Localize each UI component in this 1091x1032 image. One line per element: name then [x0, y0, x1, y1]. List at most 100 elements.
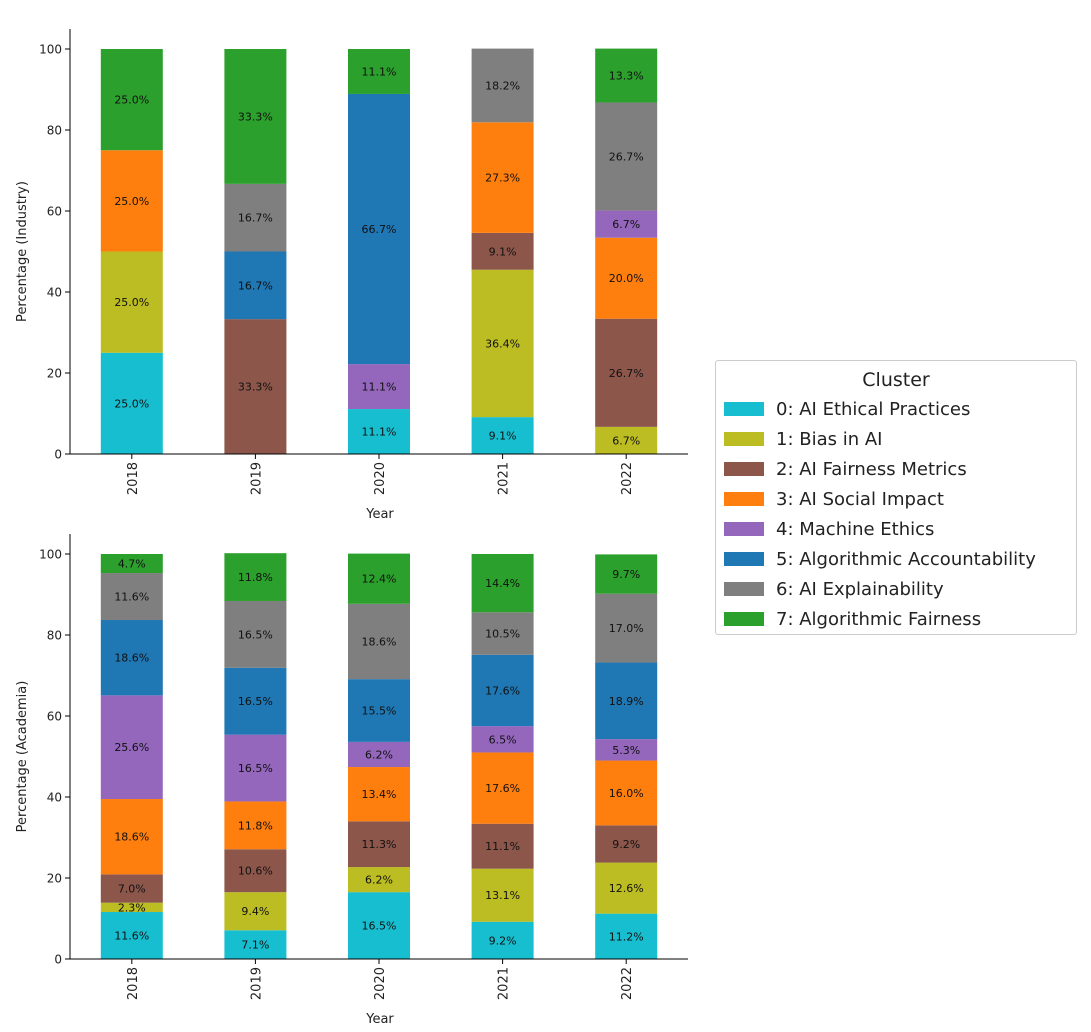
data-label: 17.6%	[485, 782, 520, 795]
bar-segment	[595, 554, 658, 594]
bar-segment	[348, 821, 410, 868]
legend-label: 3: AI Social Impact	[776, 488, 944, 510]
x-tick-label: 2018	[126, 967, 141, 1000]
bar-segment	[100, 799, 163, 875]
x-tick-label: 2022	[620, 462, 635, 495]
bar-segment	[100, 902, 163, 913]
bar-segment	[224, 849, 287, 893]
legend-label: 0: AI Ethical Practices	[776, 398, 971, 420]
x-tick-label: 2019	[249, 462, 264, 495]
bar-segment	[471, 921, 534, 959]
bar-segment	[100, 912, 163, 959]
bar-segment	[471, 417, 534, 454]
y-tick-label: 100	[39, 43, 62, 57]
bar-segment	[100, 251, 163, 353]
data-label: 25.0%	[114, 296, 149, 309]
data-label: 16.0%	[609, 787, 644, 800]
bar-segment	[595, 662, 658, 740]
legend-swatch	[724, 522, 764, 536]
x-tick-label: 2020	[373, 967, 388, 1000]
data-label: 2.3%	[118, 901, 146, 914]
x-tick-label: 2021	[497, 462, 512, 495]
legend-item: 6: AI Explainability	[724, 577, 944, 601]
data-label: 17.0%	[609, 622, 644, 635]
bar-segment	[471, 232, 534, 270]
data-label: 25.0%	[114, 195, 149, 208]
bar-segment	[224, 734, 287, 802]
legend-label: 5: Algorithmic Accountability	[776, 548, 1036, 570]
data-label: 18.6%	[114, 652, 149, 665]
data-label: 13.1%	[485, 889, 520, 902]
y-axis-label: Percentage (Academia)	[15, 681, 30, 833]
y-tick-label: 20	[47, 872, 62, 886]
data-label: 15.5%	[362, 705, 397, 718]
bar-segment	[471, 554, 534, 613]
bar-segment	[595, 862, 658, 914]
data-label: 9.2%	[612, 838, 640, 851]
data-label: 6.2%	[365, 874, 393, 887]
legend-swatch	[724, 432, 764, 446]
bar-segment	[348, 49, 410, 94]
legend-label: 1: Bias in AI	[776, 428, 883, 450]
x-tick-label: 2021	[497, 967, 512, 1000]
bar-segment	[100, 695, 163, 800]
data-label: 26.7%	[609, 151, 644, 164]
data-label: 11.1%	[362, 65, 397, 78]
bar-segment	[348, 741, 410, 768]
data-label: 18.6%	[114, 831, 149, 844]
bar-segment	[224, 183, 287, 252]
legend-label: 4: Machine Ethics	[776, 518, 935, 540]
data-label: 11.1%	[362, 426, 397, 439]
data-label: 7.0%	[118, 883, 146, 896]
data-label: 10.6%	[238, 865, 273, 878]
bar-segment	[595, 739, 658, 761]
bar-segment	[595, 48, 658, 103]
data-label: 11.2%	[609, 930, 644, 943]
data-label: 33.3%	[238, 381, 273, 394]
bar-segment	[471, 612, 534, 655]
data-label: 11.1%	[485, 840, 520, 853]
data-label: 16.5%	[238, 628, 273, 641]
data-label: 13.4%	[362, 788, 397, 801]
data-label: 16.7%	[238, 212, 273, 225]
legend-item: 1: Bias in AI	[724, 427, 882, 451]
legend-label: 7: Algorithmic Fairness	[776, 608, 982, 630]
legend-swatch	[724, 612, 764, 626]
legend-label: 6: AI Explainability	[776, 578, 944, 600]
data-label: 18.6%	[362, 635, 397, 648]
bar-segment	[348, 679, 410, 742]
bar-segment	[471, 823, 534, 869]
legend-item: 4: Machine Ethics	[724, 517, 934, 541]
y-tick-label: 60	[47, 205, 62, 219]
data-label: 36.4%	[485, 337, 520, 350]
bar-segment	[471, 122, 534, 233]
bar-segment	[348, 364, 410, 410]
data-label: 25.0%	[114, 94, 149, 107]
legend-item: 3: AI Social Impact	[724, 487, 944, 511]
bar-segment	[224, 553, 287, 601]
legend-swatch	[724, 462, 764, 476]
y-tick-label: 20	[47, 367, 62, 381]
data-label: 11.3%	[362, 838, 397, 851]
y-tick-label: 100	[39, 548, 62, 562]
data-label: 16.7%	[238, 279, 273, 292]
y-tick-label: 60	[47, 710, 62, 724]
bar-segment	[100, 620, 163, 696]
data-label: 11.1%	[362, 381, 397, 394]
data-label: 18.9%	[609, 695, 644, 708]
data-label: 16.5%	[238, 762, 273, 775]
academia-chart: 11.6%2.3%7.0%18.6%25.6%18.6%11.6%4.7%201…	[15, 534, 688, 1027]
bar-segment	[224, 892, 287, 931]
data-label: 16.5%	[238, 695, 273, 708]
bar-segment	[348, 767, 410, 822]
data-label: 13.3%	[609, 70, 644, 83]
x-tick-label: 2019	[249, 967, 264, 1000]
data-label: 16.5%	[362, 920, 397, 933]
legend-item: 0: AI Ethical Practices	[724, 397, 970, 421]
y-tick-label: 0	[54, 448, 62, 462]
legend-title: Cluster	[862, 369, 930, 391]
data-label: 11.6%	[114, 930, 149, 943]
data-label: 26.7%	[609, 367, 644, 380]
data-label: 12.4%	[362, 573, 397, 586]
